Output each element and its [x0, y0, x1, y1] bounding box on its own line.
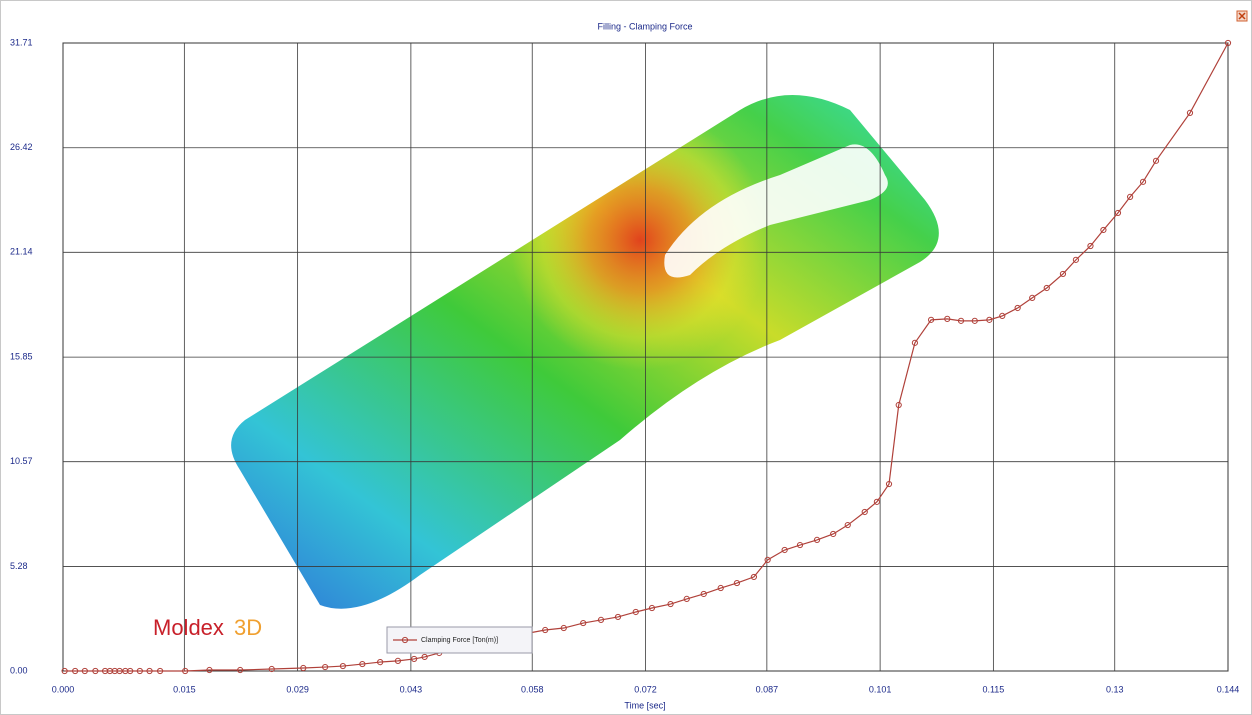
chart-title: Filling - Clamping Force — [597, 21, 692, 31]
page: Filling - Clamping Force Time [sec] Mold… — [0, 0, 1252, 715]
y-tick-label: 21.14 — [10, 247, 33, 257]
close-button[interactable] — [1237, 11, 1247, 21]
x-tick-label: 0.029 — [286, 684, 309, 694]
legend-label: Clamping Force [Ton(m)] — [421, 637, 498, 644]
x-tick-label: 0.101 — [869, 684, 892, 694]
x-axis-label: Time [sec] — [624, 700, 665, 710]
y-tick-label: 26.42 — [10, 142, 33, 152]
x-tick-label: 0.043 — [400, 684, 423, 694]
chart: Filling - Clamping Force Time [sec] Mold… — [0, 0, 1252, 715]
x-tick-label: 0.144 — [1217, 684, 1240, 694]
x-tick-label: 0.000 — [52, 684, 75, 694]
x-tick-label: 0.13 — [1106, 684, 1124, 694]
legend: Clamping Force [Ton(m)] — [387, 627, 532, 653]
x-tick-label: 0.058 — [521, 684, 544, 694]
y-tick-label: 31.71 — [10, 37, 33, 47]
y-tick-label: 10.57 — [10, 456, 33, 466]
x-tick-label: 0.015 — [173, 684, 196, 694]
x-tick-label: 0.072 — [634, 684, 657, 694]
y-tick-label: 0.00 — [10, 665, 28, 675]
y-tick-label: 15.85 — [10, 351, 33, 361]
logo-name: Moldex — [153, 615, 224, 640]
y-tick-label: 5.28 — [10, 561, 28, 571]
x-tick-label: 0.115 — [982, 684, 1004, 694]
x-tick-label: 0.087 — [756, 684, 779, 694]
logo-suffix: 3D — [234, 615, 262, 640]
